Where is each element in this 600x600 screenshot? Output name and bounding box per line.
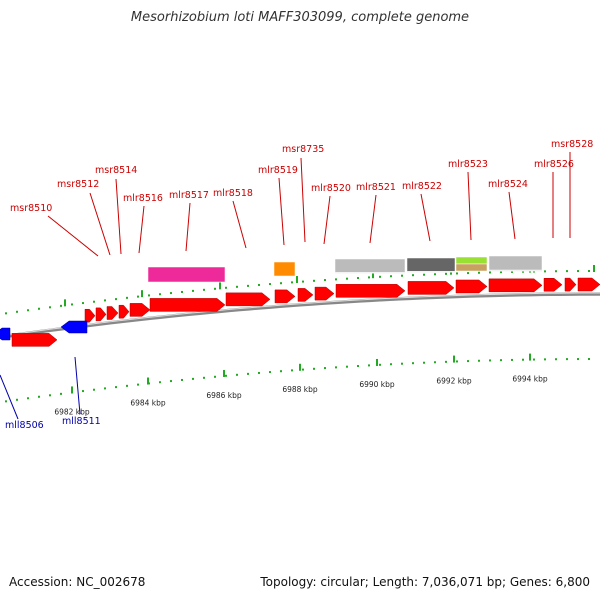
gene-label-mlr8517[interactable]: mlr8517 — [169, 190, 209, 201]
backbone-highlight — [0, 292, 600, 337]
gene-label-leader — [74, 356, 81, 415]
forward-gene-arrow[interactable] — [274, 289, 296, 304]
gene-label-mll8511[interactable]: mll8511 — [62, 416, 101, 427]
gene-label-mlr8516[interactable]: mlr8516 — [123, 193, 163, 204]
feature-box[interactable] — [406, 257, 456, 273]
upper-tick-track — [5, 265, 595, 315]
gene-label-leader — [420, 193, 431, 242]
scale-label: 6986 kbp — [206, 391, 242, 400]
forward-gene-arrow[interactable] — [149, 298, 226, 312]
map-title: Mesorhizobium loti MAFF303099, complete … — [130, 10, 470, 25]
gene-label-msr8514[interactable]: msr8514 — [95, 165, 137, 176]
scale-label: 6992 kbp — [436, 377, 472, 386]
genome-summary-text: Topology: circular; Length: 7,036,071 bp… — [260, 575, 590, 589]
forward-gene-arrow[interactable] — [225, 292, 271, 307]
accession-text: Accession: NC_002678 — [9, 575, 146, 589]
lower-tick-track — [5, 353, 590, 403]
gene-label-leader — [300, 157, 306, 243]
gene-label-mlr8526[interactable]: mlr8526 — [534, 159, 574, 170]
forward-gene-arrow[interactable] — [95, 307, 107, 322]
feature-box[interactable] — [488, 255, 543, 271]
feature-box[interactable] — [147, 266, 226, 283]
forward-gene-arrow[interactable] — [129, 303, 151, 317]
gene-labels: msr8510 msr8512 msr8514 mlr8516 mlr8517 mlr85… — [0, 139, 593, 431]
feature-track — [147, 255, 543, 283]
gene-label-leader — [232, 200, 247, 249]
scale-label: 6984 kbp — [130, 399, 166, 408]
gene-label-leader — [508, 191, 516, 240]
gene-label-mlr8522[interactable]: mlr8522 — [402, 181, 442, 192]
feature-box[interactable] — [455, 263, 488, 272]
backbone-line — [0, 292, 600, 339]
scale-label: 6994 kbp — [512, 375, 548, 384]
feature-shadow — [407, 271, 455, 273]
gene-label-leader — [0, 374, 19, 420]
forward-gene-arrow[interactable] — [84, 308, 96, 323]
feature-box[interactable] — [455, 256, 488, 265]
gene-label-leader — [138, 205, 145, 254]
feature-box[interactable] — [334, 258, 406, 274]
forward-gene-arrow[interactable] — [577, 277, 600, 292]
gene-label-msr8510[interactable]: msr8510 — [10, 203, 52, 214]
forward-gene-arrow[interactable] — [455, 279, 488, 294]
forward-gene-arrow[interactable] — [106, 306, 119, 320]
gene-label-mlr8521[interactable]: mlr8521 — [356, 182, 396, 193]
gene-label-mll8506[interactable]: mll8506 — [5, 420, 44, 431]
gene-label-mlr8523[interactable]: mlr8523 — [448, 159, 488, 170]
gene-label-leader — [323, 195, 331, 245]
feature-shadow — [335, 272, 405, 274]
reverse-gene-arrow[interactable] — [60, 320, 88, 334]
scale-label: 6982 kbp — [54, 407, 90, 416]
gene-label-leader — [278, 177, 285, 246]
forward-gene-arrow[interactable] — [335, 284, 406, 298]
gene-label-leader — [369, 194, 377, 244]
gene-label-mlr8524[interactable]: mlr8524 — [488, 179, 528, 190]
gene-label-mlr8519[interactable]: mlr8519 — [258, 165, 298, 176]
forward-gene-arrow[interactable] — [488, 278, 543, 293]
scale-label: 6990 kbp — [359, 380, 395, 389]
forward-gene-arrow[interactable] — [564, 277, 577, 292]
gene-label-leader — [47, 215, 99, 257]
forward-gene-arrow[interactable] — [297, 288, 314, 302]
gene-label-msr8735[interactable]: msr8735 — [282, 144, 324, 155]
forward-gene-arrow[interactable] — [118, 304, 130, 319]
gene-label-leader — [185, 202, 191, 252]
gene-label-mlr8518[interactable]: mlr8518 — [213, 188, 253, 199]
gene-label-mlr8520[interactable]: mlr8520 — [311, 183, 351, 194]
gene-label-msr8528[interactable]: msr8528 — [551, 139, 593, 150]
gene-label-msr8512[interactable]: msr8512 — [57, 179, 99, 190]
reverse-gene-track — [0, 320, 88, 341]
forward-gene-arrow[interactable] — [11, 333, 58, 347]
forward-gene-track — [11, 277, 600, 347]
gene-label-leader — [467, 171, 472, 241]
forward-gene-arrow[interactable] — [314, 286, 335, 301]
reverse-gene-arrow[interactable] — [0, 327, 11, 341]
forward-gene-arrow[interactable] — [543, 278, 563, 292]
gene-label-leader — [89, 192, 111, 256]
feature-shadow — [489, 270, 542, 272]
genome-backbone — [0, 292, 600, 339]
scale-labels: 6982 kbp 6984 kbp 6986 kbp 6988 kbp 6990 kbp… — [54, 375, 548, 417]
feature-box[interactable] — [273, 261, 296, 277]
scale-label: 6988 kbp — [282, 385, 318, 394]
forward-gene-arrow[interactable] — [407, 281, 455, 295]
gene-label-leader — [115, 178, 122, 255]
